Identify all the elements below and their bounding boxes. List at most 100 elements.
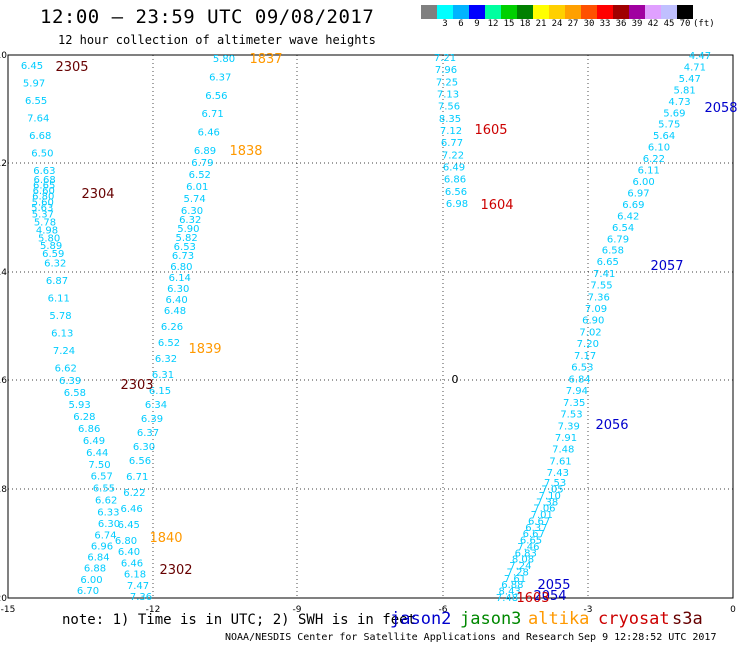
wave-height-value: 6.33: [97, 507, 119, 518]
wave-height-value: 7.55: [590, 281, 612, 292]
wave-height-value: 7.48: [496, 593, 518, 604]
wave-height-value: 6.73: [172, 251, 194, 262]
color-scale-legend: 3 6 9 12 15 18 21 24 27 30 33 36 39 42 45 70 (ft): [421, 5, 715, 29]
wave-height-value: 4.47: [689, 51, 711, 62]
lon-tick-label: -15: [1, 605, 16, 615]
wave-height-value: 5.80: [38, 233, 60, 244]
color-swatch: [597, 5, 613, 19]
color-swatch: [549, 5, 565, 19]
color-swatch: [565, 5, 581, 19]
wave-height-value: 6.30: [167, 284, 189, 295]
wave-height-value: 5.78: [34, 217, 56, 228]
wave-height-value: 7.64: [27, 114, 49, 125]
wave-height-value: 7.36: [588, 292, 610, 303]
wave-height-value: 5.81: [673, 85, 695, 96]
wave-height-value: 6.10: [648, 143, 670, 154]
wave-height-value: 5.64: [653, 131, 675, 142]
color-scale-label: 45: [663, 19, 675, 29]
color-scale-label: 18: [519, 19, 531, 29]
wave-height-value: 6.88: [501, 580, 523, 591]
page-title: 12:00 — 23:59 UTC 09/08/2017: [40, 6, 375, 28]
pass-label-jason2: 2058: [704, 101, 737, 116]
pass-label-jason2: 2057: [650, 259, 683, 274]
wave-height-value: 6.40: [118, 547, 140, 558]
pass-label-altika: 1837: [249, 52, 282, 67]
pass-label-altika: 1838: [229, 144, 262, 159]
lon-tick-label: -6: [439, 605, 448, 615]
wave-height-value: 6.86: [444, 175, 466, 186]
wave-height-value: 6.80: [32, 192, 54, 203]
color-scale-label: 9: [474, 19, 480, 29]
wave-height-value: 6.28: [73, 412, 95, 423]
pass-label-s3a: 2305: [55, 60, 88, 75]
wave-height-value: 6.46: [198, 128, 220, 139]
wave-height-value: 7.46: [517, 542, 539, 553]
pass-label-jason2: 2055: [537, 578, 570, 593]
color-swatch: [613, 5, 629, 19]
wave-height-value: 7.94: [566, 386, 588, 397]
wave-height-value: 6.30: [98, 519, 120, 530]
color-scale-label: 12: [487, 19, 499, 29]
color-swatch: [677, 5, 693, 19]
wave-height-value: 5.78: [49, 311, 71, 322]
wave-height-value: 6.71: [126, 472, 148, 483]
wave-height-value: 5.90: [177, 224, 199, 235]
color-swatch: [453, 5, 469, 19]
wave-height-value: 6.89: [194, 146, 216, 157]
wave-height-value: 5.82: [175, 233, 197, 244]
wave-height-value: 6.67: [523, 529, 545, 540]
wave-height-value: 6.48: [164, 306, 186, 317]
wave-height-value: 6.32: [179, 215, 201, 226]
lat-tick-label: -16: [0, 376, 7, 386]
wave-height-value: 6.42: [617, 211, 639, 222]
pass-label-altika: 1839: [188, 342, 221, 357]
color-scale-label: 42: [647, 19, 659, 29]
wave-height-value: 6.26: [161, 322, 183, 333]
wave-height-value: 5.75: [658, 120, 680, 131]
wave-height-value: 7.41: [593, 269, 615, 280]
color-scale-label: 33: [599, 19, 611, 29]
wave-height-value: 6.84: [87, 553, 109, 564]
wave-height-value: 7.22: [442, 150, 464, 161]
color-scale-label: 39: [631, 19, 643, 29]
wave-height-value: 7.20: [577, 339, 599, 350]
lon-tick-label: -9: [293, 605, 302, 615]
pass-label-s3a: 2304: [81, 187, 114, 202]
wave-height-value: 6.65: [597, 257, 619, 268]
color-scale-label: 21: [535, 19, 547, 29]
wave-height-value: 7.61: [549, 456, 571, 467]
lon-tick-label: -12: [146, 605, 161, 615]
map-frame: [7, 54, 734, 599]
wave-height-value: 7.17: [574, 351, 596, 362]
wave-height-value: 6.58: [64, 388, 86, 399]
wave-height-value: 6.37: [525, 523, 547, 534]
wave-height-value: 6.62: [55, 364, 77, 375]
wave-height-value: 8.35: [439, 114, 461, 125]
color-scale-label: (ft): [693, 19, 715, 29]
wave-height-value: 7.09: [585, 304, 607, 315]
wave-height-value: 7.25: [436, 77, 458, 88]
wave-height-value: 7.12: [440, 126, 462, 137]
wave-height-value: 7.13: [437, 90, 459, 101]
wave-height-value: 6.77: [441, 138, 463, 149]
pass-label-altika: 1840: [149, 531, 182, 546]
color-swatch: [629, 5, 645, 19]
pass-label-cryosat: 1605: [474, 123, 507, 138]
wave-height-value: 5.80: [213, 54, 235, 65]
wave-height-value: 6.37: [137, 428, 159, 439]
footer-credit: NOAA/NESDIS Center for Satellite Applica…: [225, 632, 575, 643]
wave-height-value: 6.56: [445, 187, 467, 198]
wave-height-value: 6.45: [118, 520, 140, 531]
color-swatch: [421, 5, 437, 19]
color-swatch: [469, 5, 485, 19]
wave-height-value: 7.53: [560, 410, 582, 421]
wave-height-value: 7.36: [130, 592, 152, 603]
wave-height-value: 6.79: [607, 234, 629, 245]
wave-height-value: 6.37: [209, 72, 231, 83]
wave-height-value: 5.47: [679, 74, 701, 85]
wave-height-value: 6.97: [627, 188, 649, 199]
wave-height-value: 6.56: [129, 456, 151, 467]
wave-height-value: 6.30: [133, 442, 155, 453]
wave-height-value: 6.00: [80, 575, 102, 586]
